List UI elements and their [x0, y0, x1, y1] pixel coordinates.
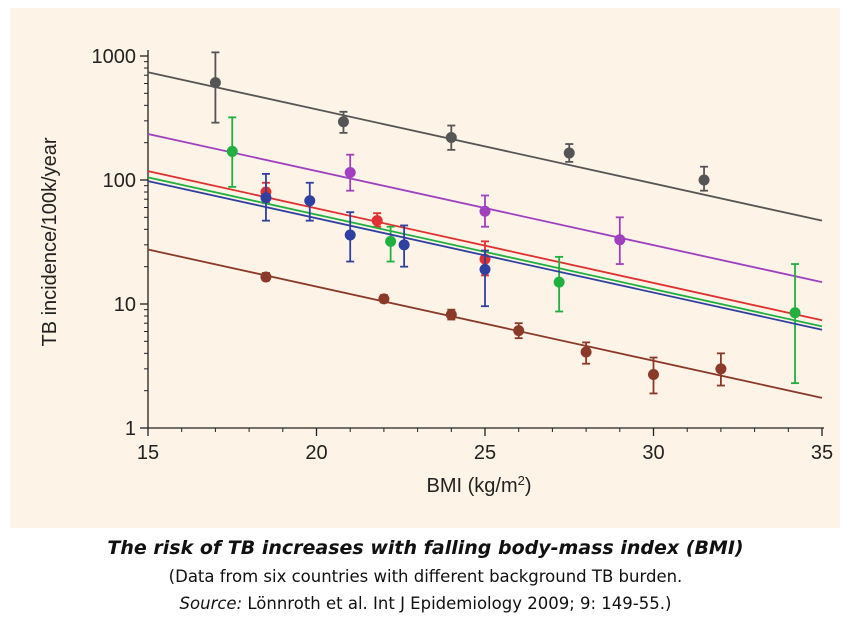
data-point	[260, 271, 272, 283]
data-point	[513, 325, 525, 337]
y-tick-label: 100	[103, 170, 136, 192]
y-tick-label: 1	[125, 418, 136, 440]
data-point	[209, 77, 221, 89]
data-point	[260, 192, 272, 204]
data-point	[226, 145, 238, 157]
data-point	[398, 239, 410, 251]
data-point	[648, 369, 659, 381]
data-point	[344, 229, 356, 241]
data-point	[563, 147, 575, 159]
data-point	[378, 293, 390, 305]
caption-source: Source: Lönnroth et al. Int J Epidemiolo…	[0, 594, 851, 613]
data-point	[344, 166, 356, 178]
data-point	[614, 234, 626, 246]
caption-title: The risk of TB increases with falling bo…	[107, 537, 744, 559]
x-tick-label: 30	[642, 442, 664, 464]
source-label: Source:	[179, 594, 243, 613]
fit-line-series-1	[147, 71, 823, 222]
chart: 1 10 100 1000 15 20 25 30 35 BMI (kg/m2) TB incide…	[39, 46, 833, 498]
y-tick-label: 10	[114, 294, 136, 316]
data-point	[479, 205, 491, 217]
x-tick-label: 20	[305, 442, 327, 464]
source-citation: Lönnroth et al. Int J Epidemiology 2009;…	[242, 594, 672, 613]
data-point	[337, 116, 349, 128]
data-point	[304, 195, 316, 207]
x-axis-label: BMI (kg/m2)	[426, 473, 531, 498]
fit-line-series-6	[147, 248, 823, 399]
caption-description: (Data from six countries with different …	[168, 567, 683, 586]
x-tick-label: 25	[474, 442, 496, 464]
data-point	[445, 309, 457, 321]
data-point	[385, 235, 397, 247]
x-tick-label: 35	[811, 442, 833, 464]
data-point	[553, 276, 565, 288]
data-point	[371, 215, 383, 227]
data-point	[479, 263, 491, 275]
data-point	[789, 307, 801, 319]
y-tick-label: 1000	[92, 46, 137, 68]
plot-panel: 1 10 100 1000 15 20 25 30 35 BMI (kg/m2) TB incide…	[10, 8, 840, 528]
data-point	[698, 174, 710, 186]
x-tick-label: 15	[137, 442, 159, 464]
data-point	[580, 346, 592, 358]
data-point	[715, 363, 727, 375]
y-axis-label: TB incidence/100k/year	[39, 137, 61, 346]
data-point	[445, 132, 457, 144]
